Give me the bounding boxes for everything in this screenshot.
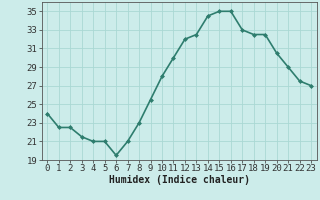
X-axis label: Humidex (Indice chaleur): Humidex (Indice chaleur) <box>109 175 250 185</box>
